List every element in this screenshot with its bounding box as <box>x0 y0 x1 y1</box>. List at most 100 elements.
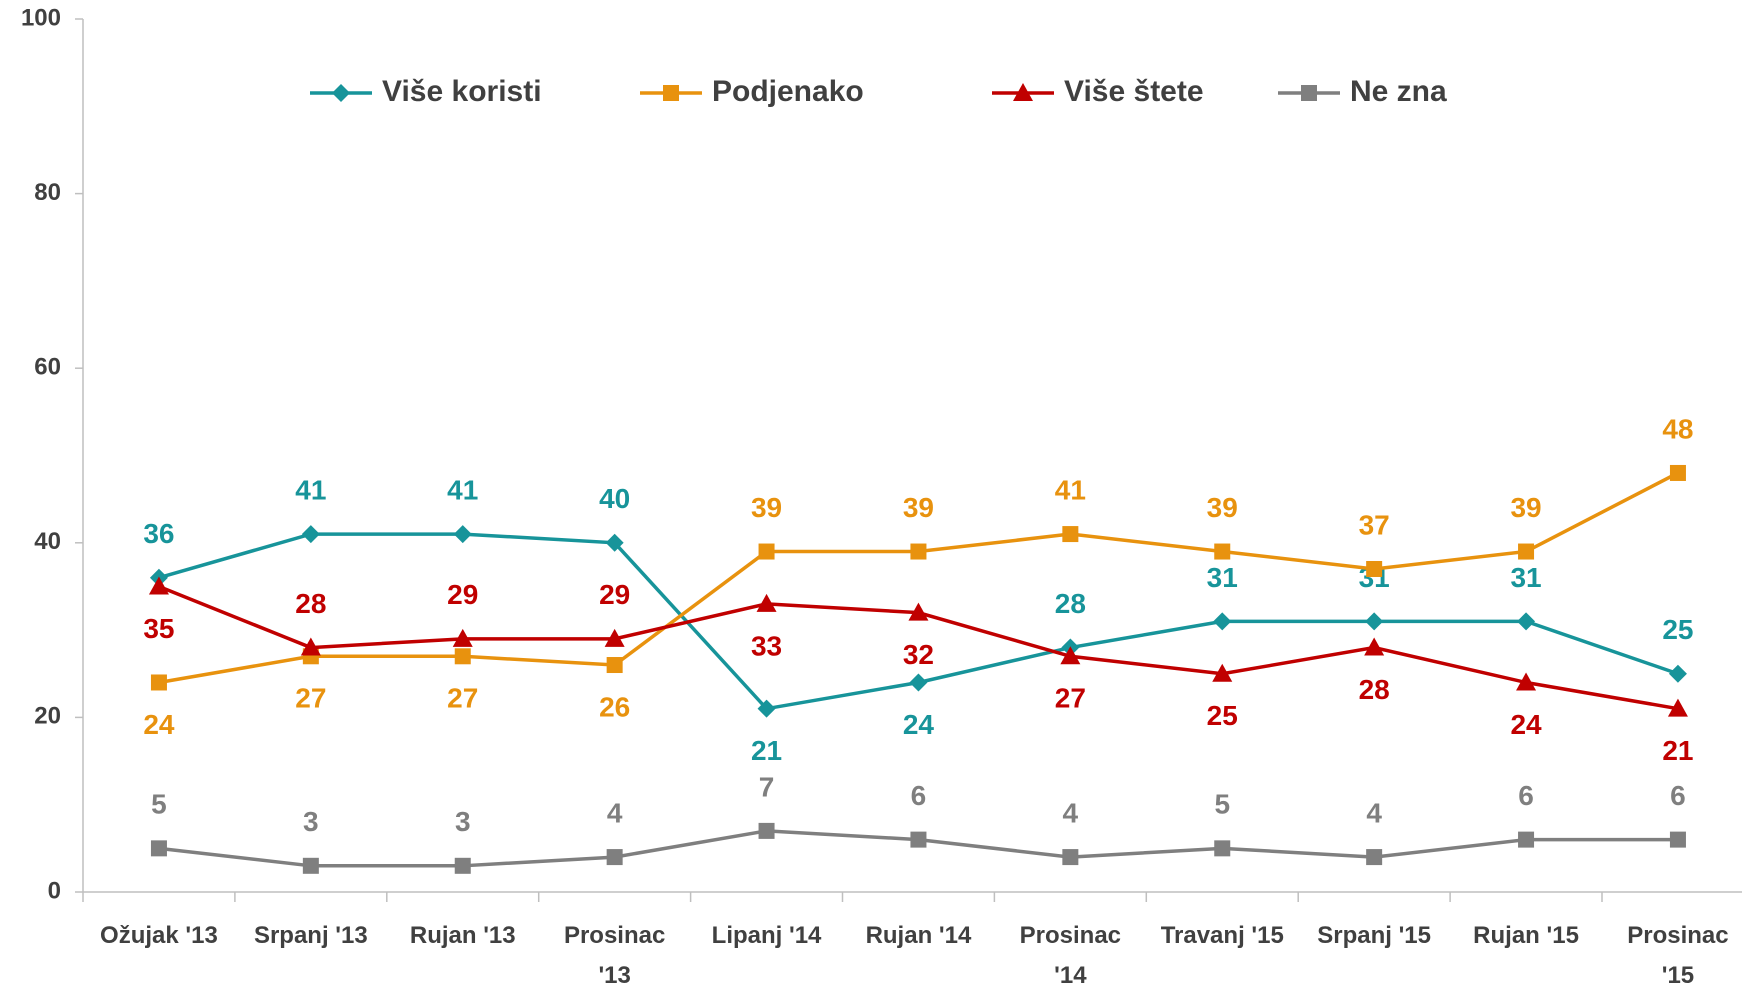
data-label: 32 <box>903 639 934 670</box>
point <box>909 673 928 692</box>
point <box>454 648 471 665</box>
y-tick-label: 60 <box>34 354 61 381</box>
point <box>302 857 319 874</box>
point <box>1516 672 1537 691</box>
data-label: 6 <box>1670 780 1686 811</box>
point <box>910 543 927 560</box>
data-label: 41 <box>447 474 478 505</box>
point <box>1366 560 1383 577</box>
point <box>1062 849 1079 866</box>
point <box>453 525 472 544</box>
point <box>1213 612 1232 631</box>
point <box>300 637 321 656</box>
data-label: 3 <box>303 806 319 837</box>
point <box>452 628 473 647</box>
x-tick-label: Srpanj '13 <box>253 922 368 949</box>
data-label: 29 <box>599 579 630 610</box>
data-label: 39 <box>751 492 782 523</box>
data-label: 37 <box>1359 509 1390 540</box>
data-label: 33 <box>751 630 782 661</box>
data-label: 4 <box>607 797 623 828</box>
data-label: 41 <box>295 474 326 505</box>
point <box>1366 849 1383 866</box>
x-tick-label: Lipanj '14 <box>711 922 822 949</box>
point <box>908 602 929 621</box>
legend-label: Podjenako <box>712 75 864 108</box>
y-tick-label: 100 <box>21 4 61 31</box>
data-label: 24 <box>143 709 175 740</box>
point <box>910 831 927 848</box>
legend-label: Više koristi <box>382 75 542 108</box>
point <box>1667 698 1688 717</box>
data-label: 5 <box>1214 789 1230 820</box>
point <box>454 857 471 874</box>
data-label: 41 <box>1055 474 1086 505</box>
data-label: 21 <box>751 735 782 766</box>
legend-label: Ne zna <box>1350 75 1447 108</box>
point <box>757 699 776 718</box>
data-label: 27 <box>1055 683 1086 714</box>
point <box>1518 543 1535 560</box>
point <box>1212 663 1233 682</box>
point <box>301 525 320 544</box>
point <box>1669 831 1686 848</box>
point <box>1668 664 1687 683</box>
point <box>1517 612 1536 631</box>
data-label: 4 <box>1366 797 1382 828</box>
point <box>758 543 775 560</box>
legend-marker <box>1013 83 1033 101</box>
data-label: 24 <box>1510 709 1542 740</box>
data-label: 21 <box>1662 735 1693 766</box>
data-label: 35 <box>143 613 174 644</box>
data-label: 27 <box>447 683 478 714</box>
point <box>756 593 777 612</box>
y-tick-label: 0 <box>48 877 61 904</box>
data-label: 26 <box>599 691 630 722</box>
data-label: 48 <box>1662 413 1693 444</box>
point <box>1214 840 1231 857</box>
point <box>148 576 169 595</box>
point <box>1669 464 1686 481</box>
data-label: 39 <box>1207 492 1238 523</box>
data-label: 31 <box>1207 562 1238 593</box>
data-label: 6 <box>1518 780 1534 811</box>
data-label: 40 <box>599 483 630 514</box>
data-label: 24 <box>903 709 935 740</box>
legend-label: Više štete <box>1064 75 1204 108</box>
data-label: 39 <box>903 492 934 523</box>
point <box>1365 612 1384 631</box>
data-label: 28 <box>295 588 326 619</box>
y-tick-label: 20 <box>34 703 61 730</box>
point <box>1062 526 1079 543</box>
point <box>758 822 775 839</box>
x-tick-label: Rujan '13 <box>409 922 516 949</box>
data-label: 5 <box>151 789 167 820</box>
point <box>1364 637 1385 656</box>
data-label: 25 <box>1207 700 1238 731</box>
data-label: 27 <box>295 683 326 714</box>
x-tick-label: Prosinac '15 <box>1627 922 1729 989</box>
data-label: 36 <box>143 518 174 549</box>
point <box>604 628 625 647</box>
x-tick-label: Rujan '14 <box>865 922 972 949</box>
data-label: 29 <box>447 579 478 610</box>
data-label: 7 <box>759 771 775 802</box>
point <box>1214 543 1231 560</box>
data-label: 6 <box>911 780 927 811</box>
x-tick-label: Prosinac '14 <box>1019 922 1122 989</box>
point <box>1518 831 1535 848</box>
point <box>150 674 167 691</box>
legend-marker <box>1301 85 1317 101</box>
x-tick-label: Srpanj '15 <box>1317 922 1432 949</box>
point <box>606 849 623 866</box>
data-label: 4 <box>1063 797 1079 828</box>
data-label: 3 <box>455 806 471 837</box>
data-label: 28 <box>1359 674 1390 705</box>
legend-marker <box>332 84 350 102</box>
point <box>606 657 623 674</box>
y-tick-label: 80 <box>34 179 61 206</box>
point <box>150 840 167 857</box>
x-tick-label: Travanj '15 <box>1160 922 1284 949</box>
x-tick-label: Prosinac '13 <box>563 922 666 989</box>
